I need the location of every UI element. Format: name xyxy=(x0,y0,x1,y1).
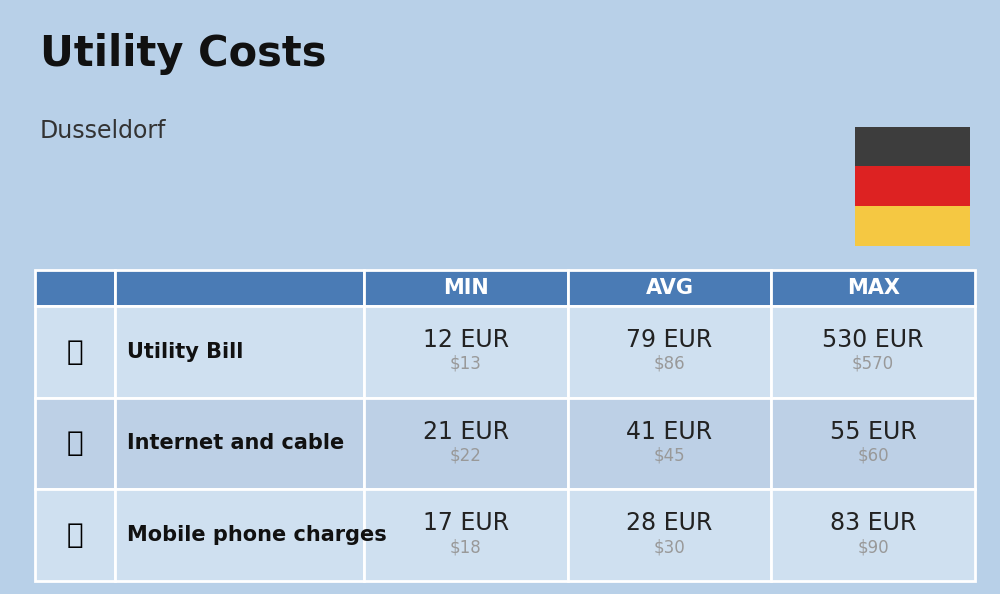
Text: 📡: 📡 xyxy=(67,429,83,457)
Text: 530 EUR: 530 EUR xyxy=(822,328,924,352)
FancyBboxPatch shape xyxy=(115,489,364,581)
Text: 41 EUR: 41 EUR xyxy=(626,419,713,444)
Text: $60: $60 xyxy=(857,446,889,465)
FancyBboxPatch shape xyxy=(568,489,771,581)
FancyBboxPatch shape xyxy=(855,206,970,245)
FancyBboxPatch shape xyxy=(568,397,771,489)
FancyBboxPatch shape xyxy=(115,306,364,397)
FancyBboxPatch shape xyxy=(364,270,568,306)
Text: $570: $570 xyxy=(852,355,894,372)
FancyBboxPatch shape xyxy=(855,127,970,166)
FancyBboxPatch shape xyxy=(35,306,115,397)
FancyBboxPatch shape xyxy=(855,166,970,206)
FancyBboxPatch shape xyxy=(115,270,364,306)
Text: Utility Costs: Utility Costs xyxy=(40,33,326,75)
FancyBboxPatch shape xyxy=(35,270,115,306)
Text: 17 EUR: 17 EUR xyxy=(423,511,509,535)
Text: $30: $30 xyxy=(654,538,685,556)
Text: 12 EUR: 12 EUR xyxy=(423,328,509,352)
Text: MIN: MIN xyxy=(443,278,489,298)
Text: $45: $45 xyxy=(654,446,685,465)
FancyBboxPatch shape xyxy=(771,489,975,581)
Text: Internet and cable: Internet and cable xyxy=(127,434,344,453)
Text: 🔧: 🔧 xyxy=(67,338,83,366)
FancyBboxPatch shape xyxy=(771,270,975,306)
FancyBboxPatch shape xyxy=(771,397,975,489)
Text: 83 EUR: 83 EUR xyxy=(830,511,916,535)
Text: $13: $13 xyxy=(450,355,482,372)
FancyBboxPatch shape xyxy=(771,306,975,397)
Text: 55 EUR: 55 EUR xyxy=(830,419,917,444)
Text: Utility Bill: Utility Bill xyxy=(127,342,243,362)
Text: MAX: MAX xyxy=(847,278,900,298)
FancyBboxPatch shape xyxy=(35,489,115,581)
FancyBboxPatch shape xyxy=(115,397,364,489)
FancyBboxPatch shape xyxy=(364,489,568,581)
Text: 28 EUR: 28 EUR xyxy=(626,511,713,535)
Text: $86: $86 xyxy=(654,355,685,372)
FancyBboxPatch shape xyxy=(364,306,568,397)
Text: $22: $22 xyxy=(450,446,482,465)
Text: Mobile phone charges: Mobile phone charges xyxy=(127,525,387,545)
Text: $18: $18 xyxy=(450,538,482,556)
FancyBboxPatch shape xyxy=(568,306,771,397)
Text: 📱: 📱 xyxy=(67,521,83,549)
FancyBboxPatch shape xyxy=(35,397,115,489)
Text: AVG: AVG xyxy=(646,278,694,298)
Text: Dusseldorf: Dusseldorf xyxy=(40,119,166,143)
FancyBboxPatch shape xyxy=(364,397,568,489)
Text: 79 EUR: 79 EUR xyxy=(626,328,713,352)
Text: $90: $90 xyxy=(857,538,889,556)
Text: 21 EUR: 21 EUR xyxy=(423,419,509,444)
FancyBboxPatch shape xyxy=(568,270,771,306)
